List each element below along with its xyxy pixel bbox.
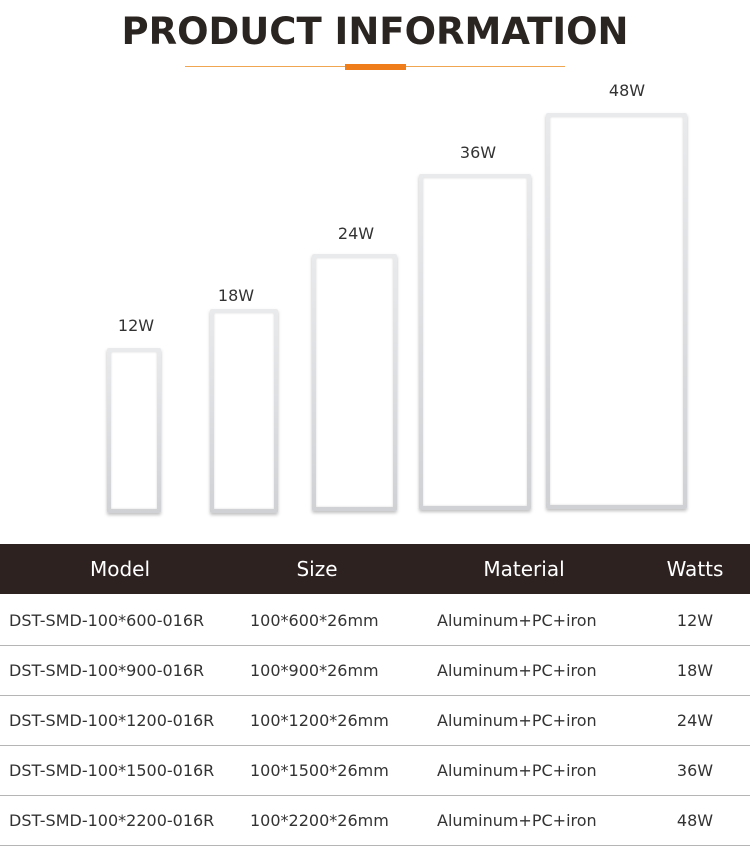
panel-label-24w: 24W bbox=[337, 224, 375, 243]
product-table: DST-SMD-100*600-016R 100*600*26mm Alumin… bbox=[0, 596, 750, 846]
column-header-watts: Watts bbox=[666, 557, 724, 581]
panel-label-12w: 12W bbox=[117, 316, 155, 335]
column-header-size: Size bbox=[296, 557, 338, 581]
cell-size: 100*600*26mm bbox=[250, 611, 379, 630]
cell-size: 100*2200*26mm bbox=[250, 811, 389, 830]
panel-12w bbox=[107, 348, 161, 513]
panel-lineup: 12W 18W 24W 36W 48W bbox=[107, 81, 687, 513]
cell-model: DST-SMD-100*2200-016R bbox=[9, 811, 215, 830]
cell-watts: 48W bbox=[676, 811, 714, 830]
cell-material: Aluminum+PC+iron bbox=[437, 611, 597, 630]
panel-48w bbox=[546, 113, 687, 509]
column-header-material: Material bbox=[483, 557, 565, 581]
cell-watts: 24W bbox=[676, 711, 714, 730]
cell-model: DST-SMD-100*1200-016R bbox=[9, 711, 215, 730]
column-header-model: Model bbox=[89, 557, 151, 581]
panel-36w bbox=[419, 174, 531, 510]
cell-size: 100*1200*26mm bbox=[250, 711, 389, 730]
panel-24w bbox=[312, 254, 397, 511]
cell-material: Aluminum+PC+iron bbox=[437, 661, 597, 680]
table-row: DST-SMD-100*1500-016R 100*1500*26mm Alum… bbox=[0, 746, 750, 796]
table-row: DST-SMD-100*900-016R 100*900*26mm Alumin… bbox=[0, 646, 750, 696]
cell-model: DST-SMD-100*1500-016R bbox=[9, 761, 215, 780]
panel-label-48w: 48W bbox=[608, 81, 646, 100]
cell-size: 100*900*26mm bbox=[250, 661, 379, 680]
page-title: PRODUCT INFORMATION bbox=[121, 10, 629, 53]
cell-watts: 18W bbox=[676, 661, 714, 680]
cell-material: Aluminum+PC+iron bbox=[437, 711, 597, 730]
cell-watts: 36W bbox=[676, 761, 714, 780]
title-accent-bar bbox=[345, 64, 406, 70]
panel-label-18w: 18W bbox=[217, 286, 255, 305]
cell-model: DST-SMD-100*900-016R bbox=[9, 661, 205, 680]
table-row: DST-SMD-100*1200-016R 100*1200*26mm Alum… bbox=[0, 696, 750, 746]
cell-material: Aluminum+PC+iron bbox=[437, 761, 597, 780]
cell-size: 100*1500*26mm bbox=[250, 761, 389, 780]
table-header: Model Size Material Watts bbox=[0, 544, 750, 594]
panel-label-36w: 36W bbox=[459, 143, 497, 162]
table-row: DST-SMD-100*2200-016R 100*2200*26mm Alum… bbox=[0, 796, 750, 846]
table-row: DST-SMD-100*600-016R 100*600*26mm Alumin… bbox=[0, 596, 750, 646]
cell-watts: 12W bbox=[676, 611, 714, 630]
cell-model: DST-SMD-100*600-016R bbox=[9, 611, 205, 630]
panel-18w bbox=[210, 309, 278, 513]
cell-material: Aluminum+PC+iron bbox=[437, 811, 597, 830]
